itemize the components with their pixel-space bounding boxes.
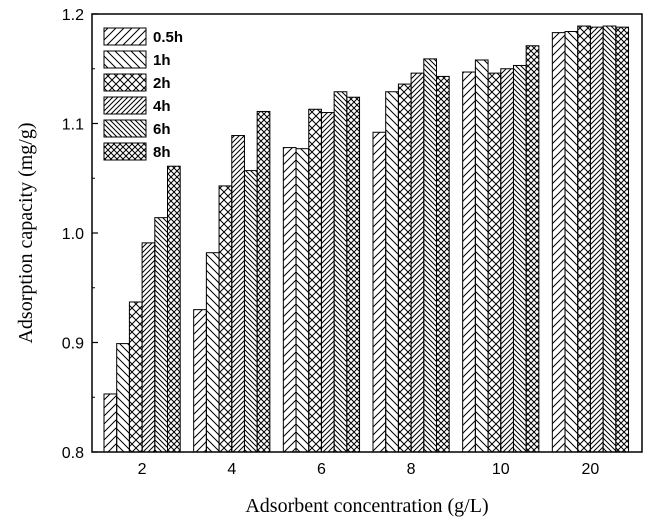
bar-20-8h <box>615 26 630 453</box>
legend-label-0.5h: 0.5h <box>153 29 183 46</box>
bar-2-4h <box>141 242 156 453</box>
bar-4-4h <box>231 135 245 453</box>
bar-6-6h <box>333 91 348 453</box>
bar-20-0.5h <box>551 32 566 453</box>
x-tick-label: 2 <box>138 461 147 478</box>
x-tick-label: 20 <box>582 461 600 478</box>
bar-6-8h <box>346 96 361 453</box>
legend-label-6h: 6h <box>153 121 171 138</box>
bar-10-1h <box>474 59 489 453</box>
bar-2-6h <box>154 217 169 453</box>
y-axis-title: Adsorption capacity (mg/g) <box>15 122 37 343</box>
bar-20-2h <box>577 25 591 453</box>
legend-swatch-6h <box>103 119 147 138</box>
bars-group <box>103 25 630 453</box>
x-axis-title: Adsorbent concentration (g/L) <box>245 495 488 517</box>
legend-swatch-8h <box>103 142 147 161</box>
legend-swatch-0.5h <box>103 27 147 46</box>
y-tick-label: 0.8 <box>62 445 84 462</box>
y-tick-label: 1.1 <box>62 117 84 134</box>
bar-8-4h <box>410 72 425 453</box>
bar-10-2h <box>487 72 502 453</box>
bar-10-6h <box>512 64 527 453</box>
legend-swatch-2h <box>103 73 147 92</box>
y-axis: 0.8 0.9 1.0 1.1 1.2 <box>62 7 98 462</box>
x-tick-label: 10 <box>492 461 510 478</box>
legend-label-1h: 1h <box>153 52 171 69</box>
bar-20-1h <box>564 31 579 453</box>
bar-8-6h <box>423 58 437 453</box>
x-tick-label: 6 <box>317 461 326 478</box>
bar-6-1h <box>295 148 310 453</box>
bar-8-0.5h <box>372 131 387 453</box>
y-tick-label: 1.2 <box>62 7 84 24</box>
bar-4-6h <box>243 170 258 453</box>
bar-10-4h <box>500 68 514 453</box>
bar-10-8h <box>525 45 540 453</box>
legend: 0.5h 1h 2h 4h 6h 8h <box>103 27 183 161</box>
bar-8-2h <box>397 83 412 453</box>
x-tick-label: 8 <box>407 461 416 478</box>
bar-2-2h <box>128 301 143 453</box>
legend-label-2h: 2h <box>153 75 171 92</box>
bar-4-1h <box>205 252 220 453</box>
legend-label-8h: 8h <box>153 144 171 161</box>
y-tick-label: 0.9 <box>62 336 84 353</box>
legend-swatch-1h <box>103 50 147 69</box>
bar-6-2h <box>308 108 322 453</box>
bar-8-1h <box>385 91 399 453</box>
bar-20-6h <box>602 25 617 453</box>
legend-label-4h: 4h <box>153 98 171 115</box>
bar-2-0.5h <box>103 393 118 453</box>
bar-4-2h <box>218 185 233 453</box>
bar-10-0.5h <box>462 71 476 453</box>
bar-4-8h <box>256 110 271 453</box>
y-tick-label: 1.0 <box>62 226 84 243</box>
bar-20-4h <box>589 26 604 453</box>
x-tick-label: 4 <box>227 461 236 478</box>
legend-swatch-4h <box>103 96 147 115</box>
bar-6-0.5h <box>282 147 297 453</box>
bar-8-8h <box>436 75 450 453</box>
bar-2-1h <box>116 343 130 453</box>
bar-4-0.5h <box>193 309 207 453</box>
bar-2-8h <box>167 165 181 453</box>
x-axis: 2 4 6 8 10 20 <box>138 446 600 478</box>
bar-6-4h <box>320 112 335 453</box>
